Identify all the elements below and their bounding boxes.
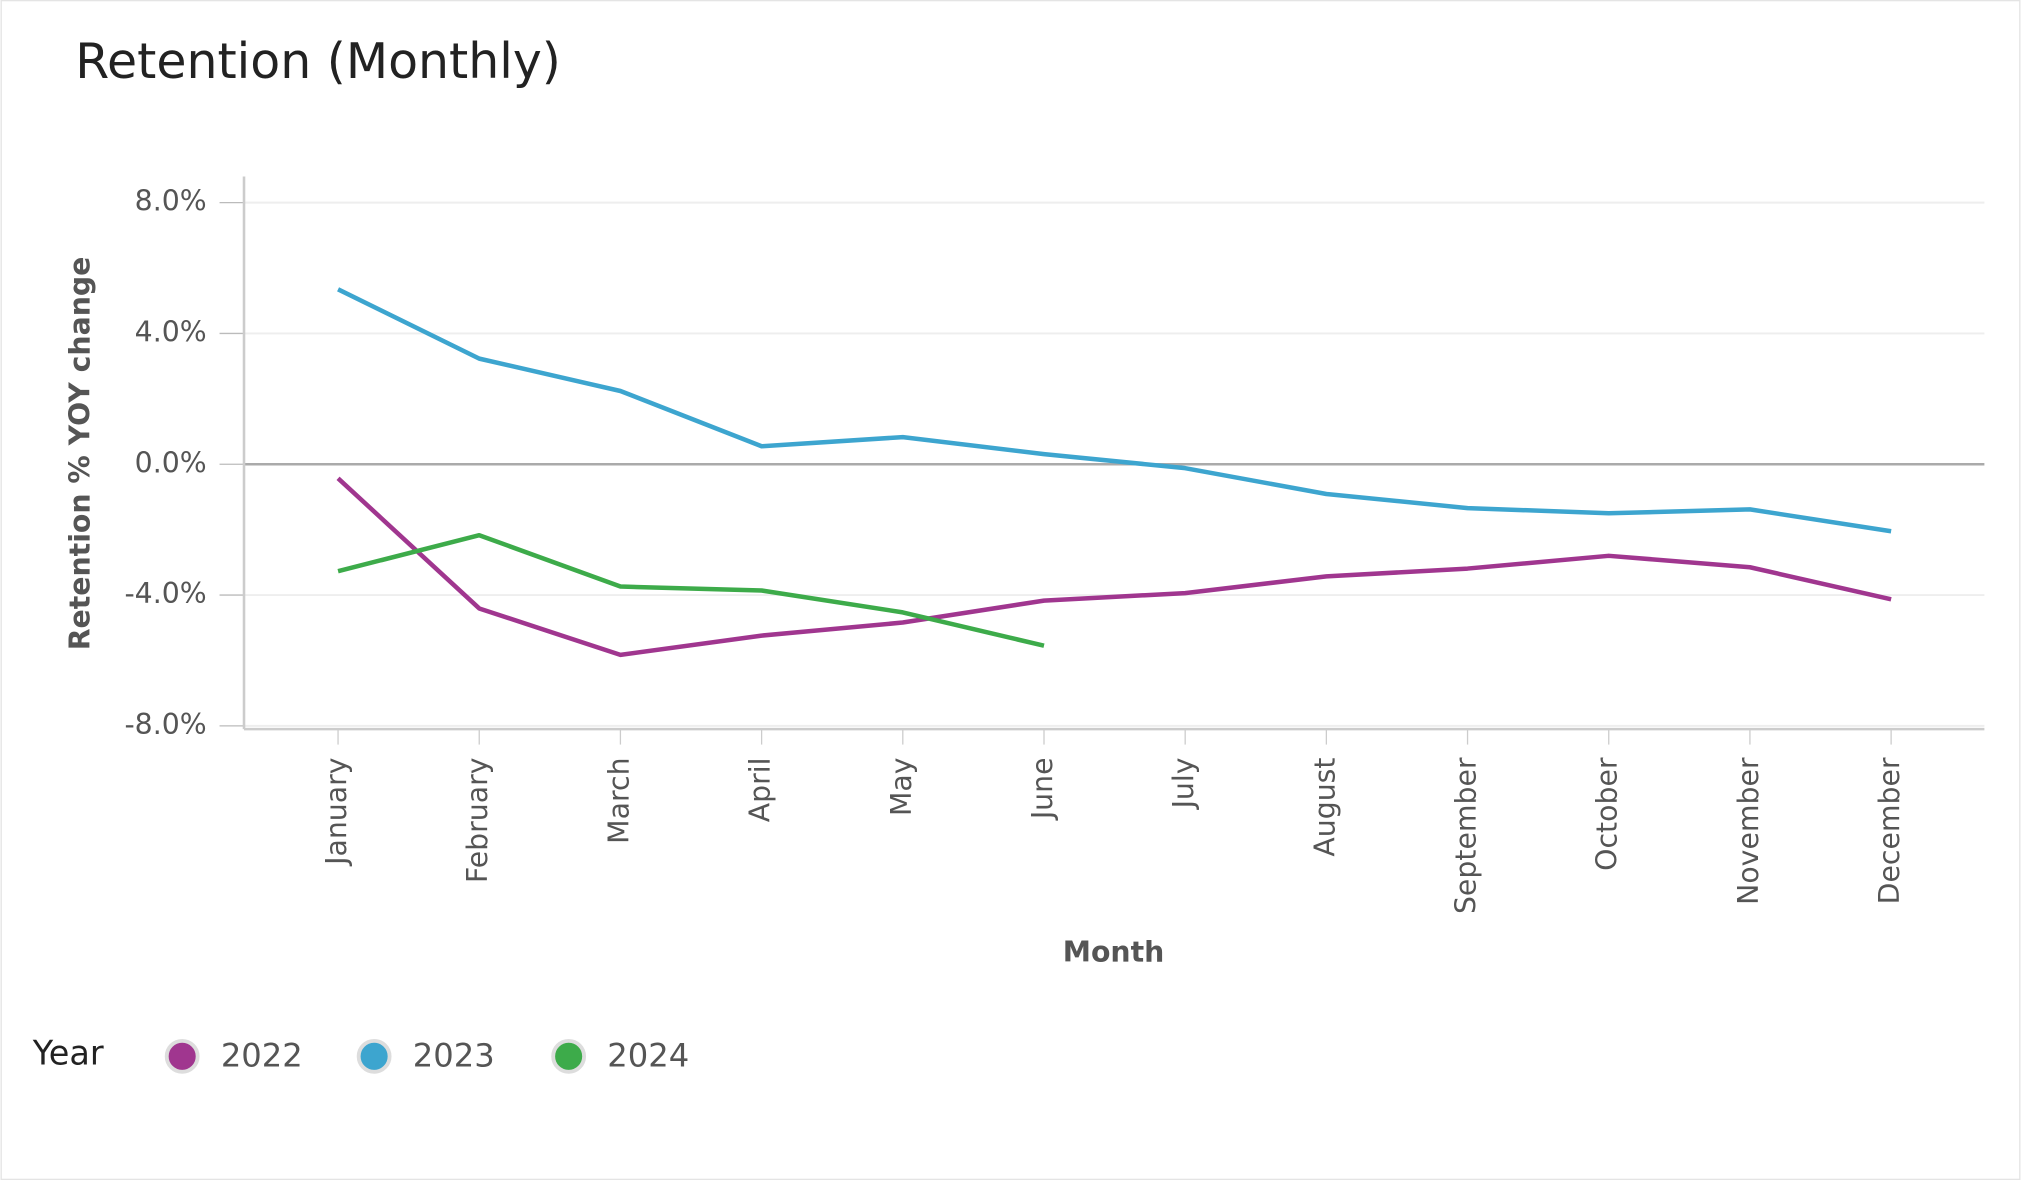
x-tick-label: December [1873,757,1906,904]
legend-label: 2024 [607,1037,689,1075]
y-tick-label: 0.0% [135,446,207,479]
x-tick-label: September [1450,757,1483,914]
legend-marker [164,1038,200,1074]
legend-title: Year [32,1034,104,1073]
x-tick-label: June [1026,757,1059,821]
series-line [337,532,1045,648]
legend-marker [356,1038,392,1074]
series-line [336,476,1892,658]
x-tick-label: March [602,757,635,843]
series-line [337,287,1892,534]
x-tick-label: October [1591,757,1624,871]
x-tick-label: May [885,757,918,816]
x-axis-title: Month [1063,935,1165,968]
y-tick-label: 4.0% [135,315,207,348]
legend-label: 2022 [221,1037,303,1075]
x-tick-label: August [1308,757,1341,856]
y-tick-label: -4.0% [124,577,206,610]
y-axis-title: Retention % YOY change [64,257,97,651]
x-tick-label: February [461,757,494,883]
x-tick-label: November [1732,757,1765,905]
legend-marker [551,1038,587,1074]
y-tick-label: -8.0% [124,708,206,741]
chart-title: Retention (Monthly) [75,33,561,90]
x-tick-label: April [744,757,777,822]
x-tick-label: January [320,757,353,866]
x-tick-label: July [1167,757,1200,810]
y-tick-label: 8.0% [135,185,207,218]
legend-label: 2023 [413,1037,495,1075]
